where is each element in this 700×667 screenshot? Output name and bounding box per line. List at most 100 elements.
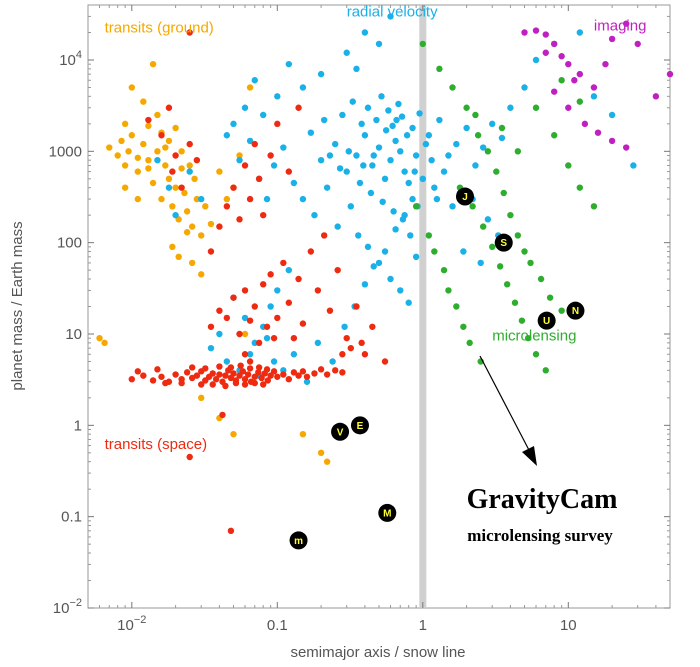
- point-radial-velocity: [463, 124, 470, 132]
- point-radial-velocity: [320, 116, 328, 124]
- point-radial-velocity: [263, 334, 271, 342]
- point-microlensing: [500, 189, 507, 197]
- point-microlensing: [527, 259, 534, 267]
- point-radial-velocity: [479, 144, 487, 151]
- point-transits-ground: [118, 137, 125, 145]
- point-transits-space: [270, 368, 278, 375]
- point-transits-space: [239, 368, 247, 375]
- point-radial-velocity: [449, 203, 456, 210]
- point-radial-velocity: [230, 120, 237, 128]
- point-radial-velocity: [387, 156, 394, 164]
- point-radial-velocity: [398, 113, 406, 120]
- point-transits-space: [202, 365, 209, 372]
- planet-S: S: [494, 233, 513, 252]
- point-microlensing: [542, 367, 549, 374]
- point-imaging: [634, 40, 641, 48]
- point-transits-ground: [101, 339, 108, 347]
- point-radial-velocity: [453, 140, 460, 148]
- point-transits-space: [158, 373, 165, 380]
- point-radial-velocity: [381, 175, 389, 183]
- point-radial-velocity: [433, 195, 441, 203]
- point-transits-space: [246, 195, 254, 203]
- point-radial-velocity: [263, 195, 271, 203]
- point-transits-space: [339, 369, 346, 376]
- point-radial-velocity: [507, 104, 514, 111]
- point-microlensing: [431, 248, 438, 255]
- point-transits-ground: [149, 60, 157, 68]
- point-transits-ground: [165, 175, 173, 183]
- point-transits-space: [258, 374, 265, 382]
- point-imaging: [565, 104, 572, 111]
- point-radial-velocity: [317, 156, 325, 164]
- point-radial-velocity: [280, 144, 287, 151]
- point-transits-ground: [202, 203, 209, 210]
- y-tick-label: 100: [57, 235, 82, 252]
- point-transits-ground: [188, 223, 196, 230]
- point-radial-velocity: [299, 195, 307, 203]
- point-radial-velocity: [445, 152, 452, 159]
- point-transits-space: [263, 323, 271, 330]
- point-transits-ground: [162, 162, 169, 169]
- point-microlensing: [503, 281, 511, 288]
- point-transits-space: [267, 152, 274, 159]
- banner-title: GravityCam: [467, 484, 618, 515]
- point-radial-velocity: [419, 175, 426, 183]
- point-radial-velocity: [381, 248, 389, 255]
- point-transits-ground: [121, 120, 129, 128]
- point-radial-velocity: [409, 124, 416, 132]
- point-transits-space: [219, 411, 226, 419]
- point-radial-velocity: [341, 323, 348, 330]
- point-transits-ground: [158, 195, 165, 203]
- point-radial-velocity: [411, 168, 418, 175]
- point-transits-space: [274, 373, 281, 380]
- point-microlensing: [449, 84, 456, 91]
- point-radial-velocity: [317, 70, 325, 78]
- point-radial-velocity: [290, 179, 298, 187]
- point-radial-velocity: [314, 339, 322, 347]
- point-radial-velocity: [392, 226, 399, 233]
- point-microlensing: [576, 98, 584, 105]
- point-radial-velocity: [425, 132, 433, 139]
- point-transits-ground: [134, 168, 142, 175]
- point-radial-velocity: [397, 148, 404, 155]
- point-transits-space: [222, 372, 229, 379]
- planet-J: J: [455, 187, 474, 206]
- point-transits-ground: [145, 156, 152, 164]
- point-transits-space: [158, 132, 165, 139]
- point-radial-velocity: [409, 195, 416, 203]
- point-radial-velocity: [364, 104, 372, 111]
- point-microlensing: [479, 223, 487, 230]
- point-radial-velocity: [361, 281, 369, 288]
- point-transits-space: [332, 367, 339, 374]
- point-radial-velocity: [336, 165, 344, 172]
- point-microlensing: [518, 317, 526, 324]
- point-transits-space: [216, 223, 223, 230]
- point-transits-space: [183, 369, 191, 376]
- point-microlensing: [546, 294, 554, 301]
- point-transits-ground: [169, 243, 176, 251]
- point-radial-velocity: [251, 77, 258, 84]
- point-radial-velocity: [382, 127, 390, 134]
- point-transits-space: [140, 372, 147, 379]
- point-radial-velocity: [405, 179, 412, 187]
- point-microlensing: [496, 263, 504, 270]
- point-transits-space: [323, 371, 331, 378]
- point-radial-velocity: [246, 351, 254, 358]
- point-microlensing: [440, 266, 448, 274]
- point-radial-velocity: [349, 98, 356, 105]
- label-radial-velocity: radial velocity: [347, 3, 438, 20]
- point-imaging: [590, 84, 598, 91]
- point-transits-space: [255, 369, 262, 376]
- solar-system-planets: m V E M J S U N: [289, 187, 585, 550]
- point-microlensing: [460, 323, 467, 330]
- point-transits-space: [251, 373, 258, 380]
- point-transits-space: [280, 371, 287, 378]
- x-tick-label: 1: [419, 617, 427, 634]
- point-microlensing: [472, 111, 479, 119]
- point-radial-velocity: [387, 13, 394, 20]
- point-transits-ground: [128, 132, 135, 139]
- point-transits-space: [212, 375, 220, 383]
- point-microlensing: [436, 65, 443, 73]
- point-radial-velocity: [198, 195, 205, 203]
- point-microlensing: [484, 148, 492, 155]
